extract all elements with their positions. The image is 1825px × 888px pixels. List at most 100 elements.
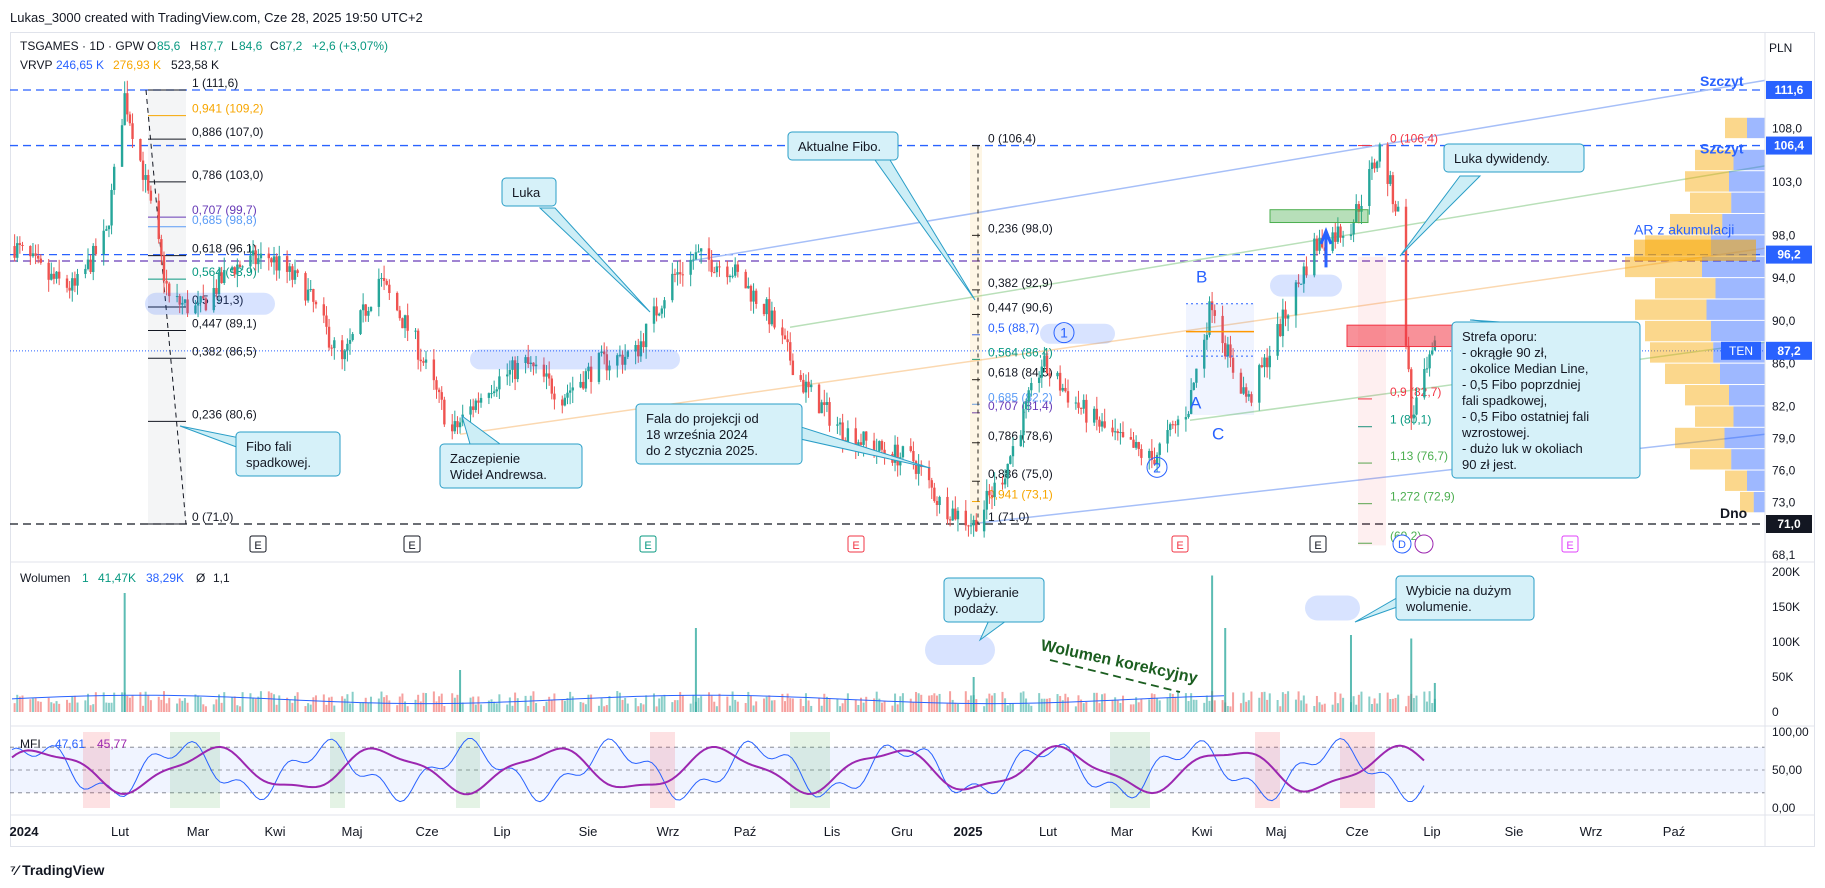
volume-bar: [1360, 691, 1363, 712]
time-tick: Sie: [1505, 824, 1524, 839]
fibo-mid-label: 0,685 (82,2): [988, 390, 1053, 404]
volume-bar: [1266, 699, 1269, 712]
volume-bar: [1006, 705, 1009, 712]
volume-bar: [765, 696, 768, 712]
fibo-right-label: 1,13 (76,7): [1390, 449, 1448, 463]
volume-bar: [951, 699, 954, 712]
candle-body: [369, 306, 373, 311]
time-tick: Mar: [1111, 824, 1134, 839]
legend-close: 87,2: [279, 39, 303, 53]
volume-bar: [47, 697, 50, 712]
candle-body: [474, 400, 477, 410]
fibo-right-zone: [1358, 256, 1386, 546]
candle-body: [878, 441, 881, 452]
candle-body: [1224, 343, 1227, 357]
volume-bar: [168, 697, 171, 712]
volume-bar: [975, 699, 978, 712]
candle-body: [165, 280, 168, 284]
volume-bar: [1153, 694, 1156, 712]
volume-v1: 1: [82, 571, 89, 585]
volume-bar: [804, 693, 807, 712]
candle-body: [516, 362, 519, 380]
volume-bar: [1357, 694, 1360, 712]
volume-bar: [535, 703, 538, 712]
volume-bar: [1135, 697, 1138, 712]
highlight-blob: [145, 292, 275, 315]
candle-body: [382, 277, 386, 281]
volume-bar: [461, 702, 464, 712]
candle-body: [1386, 144, 1389, 184]
candle-body: [1009, 456, 1012, 464]
candle-body: [917, 464, 920, 474]
candle-body: [18, 243, 22, 245]
volume-bar: [1019, 692, 1022, 712]
candle-body: [1113, 431, 1117, 433]
volume-v2: 41,47K: [98, 571, 136, 585]
wave-b: B: [1196, 267, 1207, 286]
candle-body: [251, 250, 255, 256]
volume-bar: [1213, 700, 1216, 712]
note-luka-dyw-box: [1443, 143, 1585, 173]
volume-bar: [1074, 706, 1077, 712]
candle-body: [65, 278, 69, 288]
candle-body: [1045, 355, 1049, 374]
volume-bar: [364, 697, 367, 712]
volume-bar: [873, 698, 876, 712]
volume-bar: [76, 702, 79, 712]
candle-body: [39, 258, 43, 263]
candle-body: [820, 402, 823, 414]
volume-bar: [823, 693, 826, 712]
volume-bar: [1355, 704, 1358, 712]
time-tick: Maj: [1266, 824, 1287, 839]
volume-bar: [377, 698, 380, 712]
candle-body: [804, 381, 808, 393]
time-tick: Mar: [187, 824, 210, 839]
candle-body: [364, 304, 367, 316]
candle-body: [938, 496, 941, 506]
volume-bar: [1229, 706, 1232, 712]
volume-bar: [1284, 693, 1287, 712]
candle-body: [823, 402, 826, 405]
candle-body: [102, 230, 105, 255]
candle-body: [1079, 407, 1083, 409]
candle-body: [608, 365, 611, 371]
volume-bar: [236, 705, 239, 712]
volume-bar: [270, 692, 273, 712]
volume-bar: [511, 705, 514, 712]
volume-bar: [16, 694, 19, 712]
price-tick: 79,0: [1772, 431, 1796, 445]
volume-bar: [582, 702, 585, 712]
volume-bar: [1064, 693, 1067, 712]
candle-body: [566, 392, 569, 398]
volume-bar: [597, 705, 600, 712]
volume-bar: [1412, 698, 1415, 712]
time-tick: Maj: [342, 824, 363, 839]
note-wybicie-pointer: [1354, 595, 1401, 623]
volume-tick: 50K: [1772, 670, 1793, 684]
volume-bar: [425, 693, 428, 712]
event-marker-label: E: [254, 540, 261, 552]
candle-body: [707, 248, 711, 260]
volume-bar: [241, 692, 244, 712]
candle-body: [1391, 175, 1395, 205]
candle-body: [1168, 424, 1172, 430]
candle-body: [637, 345, 640, 357]
accumulation-box: [1269, 209, 1369, 224]
note-luka-line: Luka: [512, 185, 541, 200]
volume-bar: [396, 705, 399, 712]
volume-profile-bar: [1747, 117, 1765, 139]
volume-bar: [1391, 698, 1394, 712]
volume-bar: [367, 702, 370, 712]
volume-bar: [566, 698, 569, 712]
volume-bar: [131, 695, 134, 712]
time-tick: Kwi: [265, 824, 286, 839]
candle-body: [865, 431, 868, 441]
volume-bar: [799, 698, 802, 712]
mfi-zone: [83, 732, 110, 808]
candle-body: [1423, 369, 1426, 398]
time-tick: Wrz: [1580, 824, 1603, 839]
volume-profile-bar: [1645, 320, 1711, 342]
note-luka-pointer: [538, 207, 651, 313]
